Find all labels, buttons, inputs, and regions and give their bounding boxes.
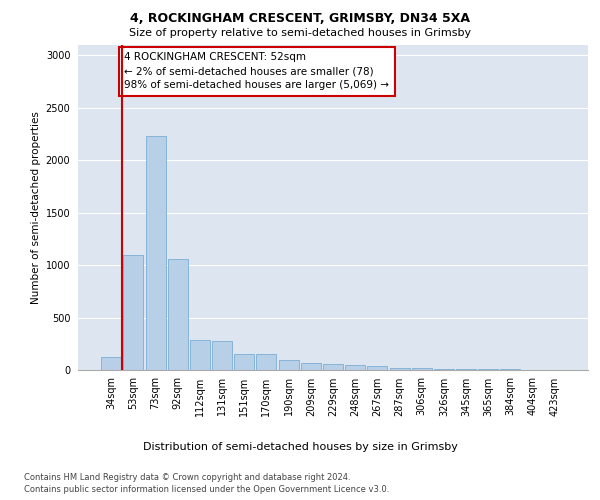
Bar: [278, 360, 299, 370]
Text: Contains HM Land Registry data © Crown copyright and database right 2024.: Contains HM Land Registry data © Crown c…: [24, 472, 350, 482]
Y-axis label: Number of semi-detached properties: Number of semi-detached properties: [31, 111, 41, 304]
Bar: [412, 368, 432, 370]
Bar: [256, 354, 277, 370]
Bar: [323, 364, 343, 370]
Bar: [101, 358, 121, 370]
Bar: [434, 369, 454, 370]
Bar: [389, 368, 410, 370]
Bar: [456, 369, 476, 370]
Text: Contains public sector information licensed under the Open Government Licence v3: Contains public sector information licen…: [24, 485, 389, 494]
Bar: [301, 362, 321, 370]
Bar: [146, 136, 166, 370]
Text: 4 ROCKINGHAM CRESCENT: 52sqm
← 2% of semi-detached houses are smaller (78)
98% o: 4 ROCKINGHAM CRESCENT: 52sqm ← 2% of sem…: [124, 52, 389, 90]
Bar: [190, 340, 210, 370]
Text: 4, ROCKINGHAM CRESCENT, GRIMSBY, DN34 5XA: 4, ROCKINGHAM CRESCENT, GRIMSBY, DN34 5X…: [130, 12, 470, 26]
Bar: [124, 254, 143, 370]
Text: Distribution of semi-detached houses by size in Grimsby: Distribution of semi-detached houses by …: [143, 442, 457, 452]
Bar: [367, 366, 388, 370]
Bar: [234, 354, 254, 370]
Bar: [168, 259, 188, 370]
Text: Size of property relative to semi-detached houses in Grimsby: Size of property relative to semi-detach…: [129, 28, 471, 38]
Bar: [212, 340, 232, 370]
Bar: [345, 366, 365, 370]
